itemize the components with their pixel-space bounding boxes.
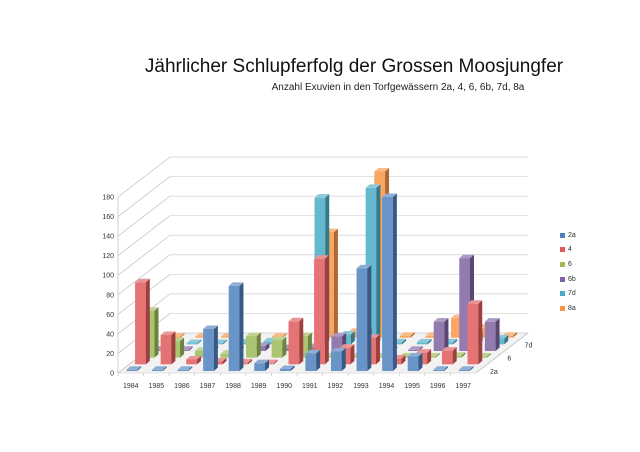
y-tick-label: 120	[102, 253, 114, 260]
y-tick-label: 20	[106, 351, 114, 358]
x-tick-label: 1989	[251, 383, 267, 390]
legend-swatch	[560, 261, 565, 267]
bar-2a-1984	[126, 366, 142, 371]
x-tick-label: 1992	[328, 383, 344, 390]
bar-2a-1993	[356, 264, 372, 371]
bar-2a-1989	[254, 359, 270, 371]
bar-4-1991	[314, 255, 329, 365]
legend-swatch	[560, 247, 565, 253]
bar-2a-1987	[203, 325, 218, 371]
bar-7d-1985	[186, 339, 202, 345]
x-tick-label: 1990	[276, 383, 292, 390]
x-tick-label: 1987	[200, 383, 216, 390]
x-tick-label: 1984	[123, 383, 139, 390]
x-tick-label: 1993	[353, 383, 369, 390]
y-tick-label: 60	[106, 312, 114, 319]
y-tick-label: 40	[106, 331, 114, 338]
bar-2a-1994	[382, 193, 397, 371]
x-tick-label: 1991	[302, 383, 318, 390]
x-tick-label: 1997	[455, 383, 471, 390]
x-tick-label: 1988	[225, 383, 241, 390]
legend-item-7d: 7d	[560, 286, 576, 301]
y-tick-label: 160	[102, 214, 114, 221]
bar-2a-1990	[279, 365, 295, 371]
bar-2a-1997	[458, 366, 474, 371]
depth-tick-label: 2a	[490, 369, 498, 376]
bar-4-1985	[160, 331, 176, 365]
bar-2a-1992	[330, 347, 346, 371]
x-tick-label: 1986	[174, 383, 190, 390]
bar-4-1984	[135, 278, 150, 365]
bar-4-1997	[467, 300, 483, 365]
chart-title: Jährlicher Schlupferfolg der Grossen Moo…	[144, 56, 564, 77]
legend-item-8a: 8a	[560, 301, 576, 316]
bar-2a-1995	[407, 352, 423, 371]
y-tick-label: 180	[102, 195, 114, 202]
x-tick-label: 1985	[149, 383, 165, 390]
y-tick-label: 0	[110, 371, 114, 378]
legend-label: 6b	[568, 275, 576, 283]
depth-tick-label: 7d	[525, 342, 533, 349]
bar-6b-1997	[484, 318, 500, 351]
bar-2a-1996	[433, 366, 449, 371]
bar-4-1996	[441, 347, 457, 365]
bar-2a-1991	[305, 349, 321, 371]
bar-6-1988	[246, 332, 261, 358]
x-tick-label: 1994	[379, 383, 395, 390]
legend-label: 6	[568, 260, 572, 268]
x-tick-label: 1995	[404, 383, 420, 390]
legend-item-6b: 6b	[560, 272, 576, 287]
y-tick-label: 100	[102, 273, 114, 280]
x-tick-label: 1996	[430, 383, 446, 390]
bar-4-1990	[288, 317, 304, 365]
bar-2a-1988	[228, 282, 244, 371]
bar-7d-1994	[416, 338, 432, 345]
chart-subtitle: Anzahl Exuvien in den Torfgewässern 2a, …	[271, 82, 525, 93]
legend-swatch	[560, 305, 565, 311]
legend-label: 8a	[568, 304, 576, 312]
depth-tick-label: 6	[507, 356, 511, 363]
legend-swatch	[560, 291, 565, 297]
legend-item-6: 6	[560, 257, 576, 272]
legend-item-2a: 2a	[560, 228, 576, 243]
legend-label: 4	[568, 246, 572, 254]
legend-swatch	[560, 232, 565, 238]
legend-item-4: 4	[560, 243, 576, 258]
bar-6-1989	[271, 336, 287, 358]
legend-label: 2a	[568, 231, 576, 239]
y-tick-label: 80	[106, 292, 114, 299]
bar-4-1986	[186, 355, 201, 365]
y-tick-label: 140	[102, 234, 114, 241]
chart-legend: 2a 4 6 6b 7d 8a	[560, 228, 576, 316]
bar-2a-1986	[177, 366, 193, 371]
bar-6b-1995	[433, 318, 449, 351]
legend-swatch	[560, 276, 565, 282]
bar-8a-1993	[399, 332, 415, 338]
legend-label: 7d	[568, 290, 576, 298]
bar-2a-1985	[151, 366, 167, 371]
